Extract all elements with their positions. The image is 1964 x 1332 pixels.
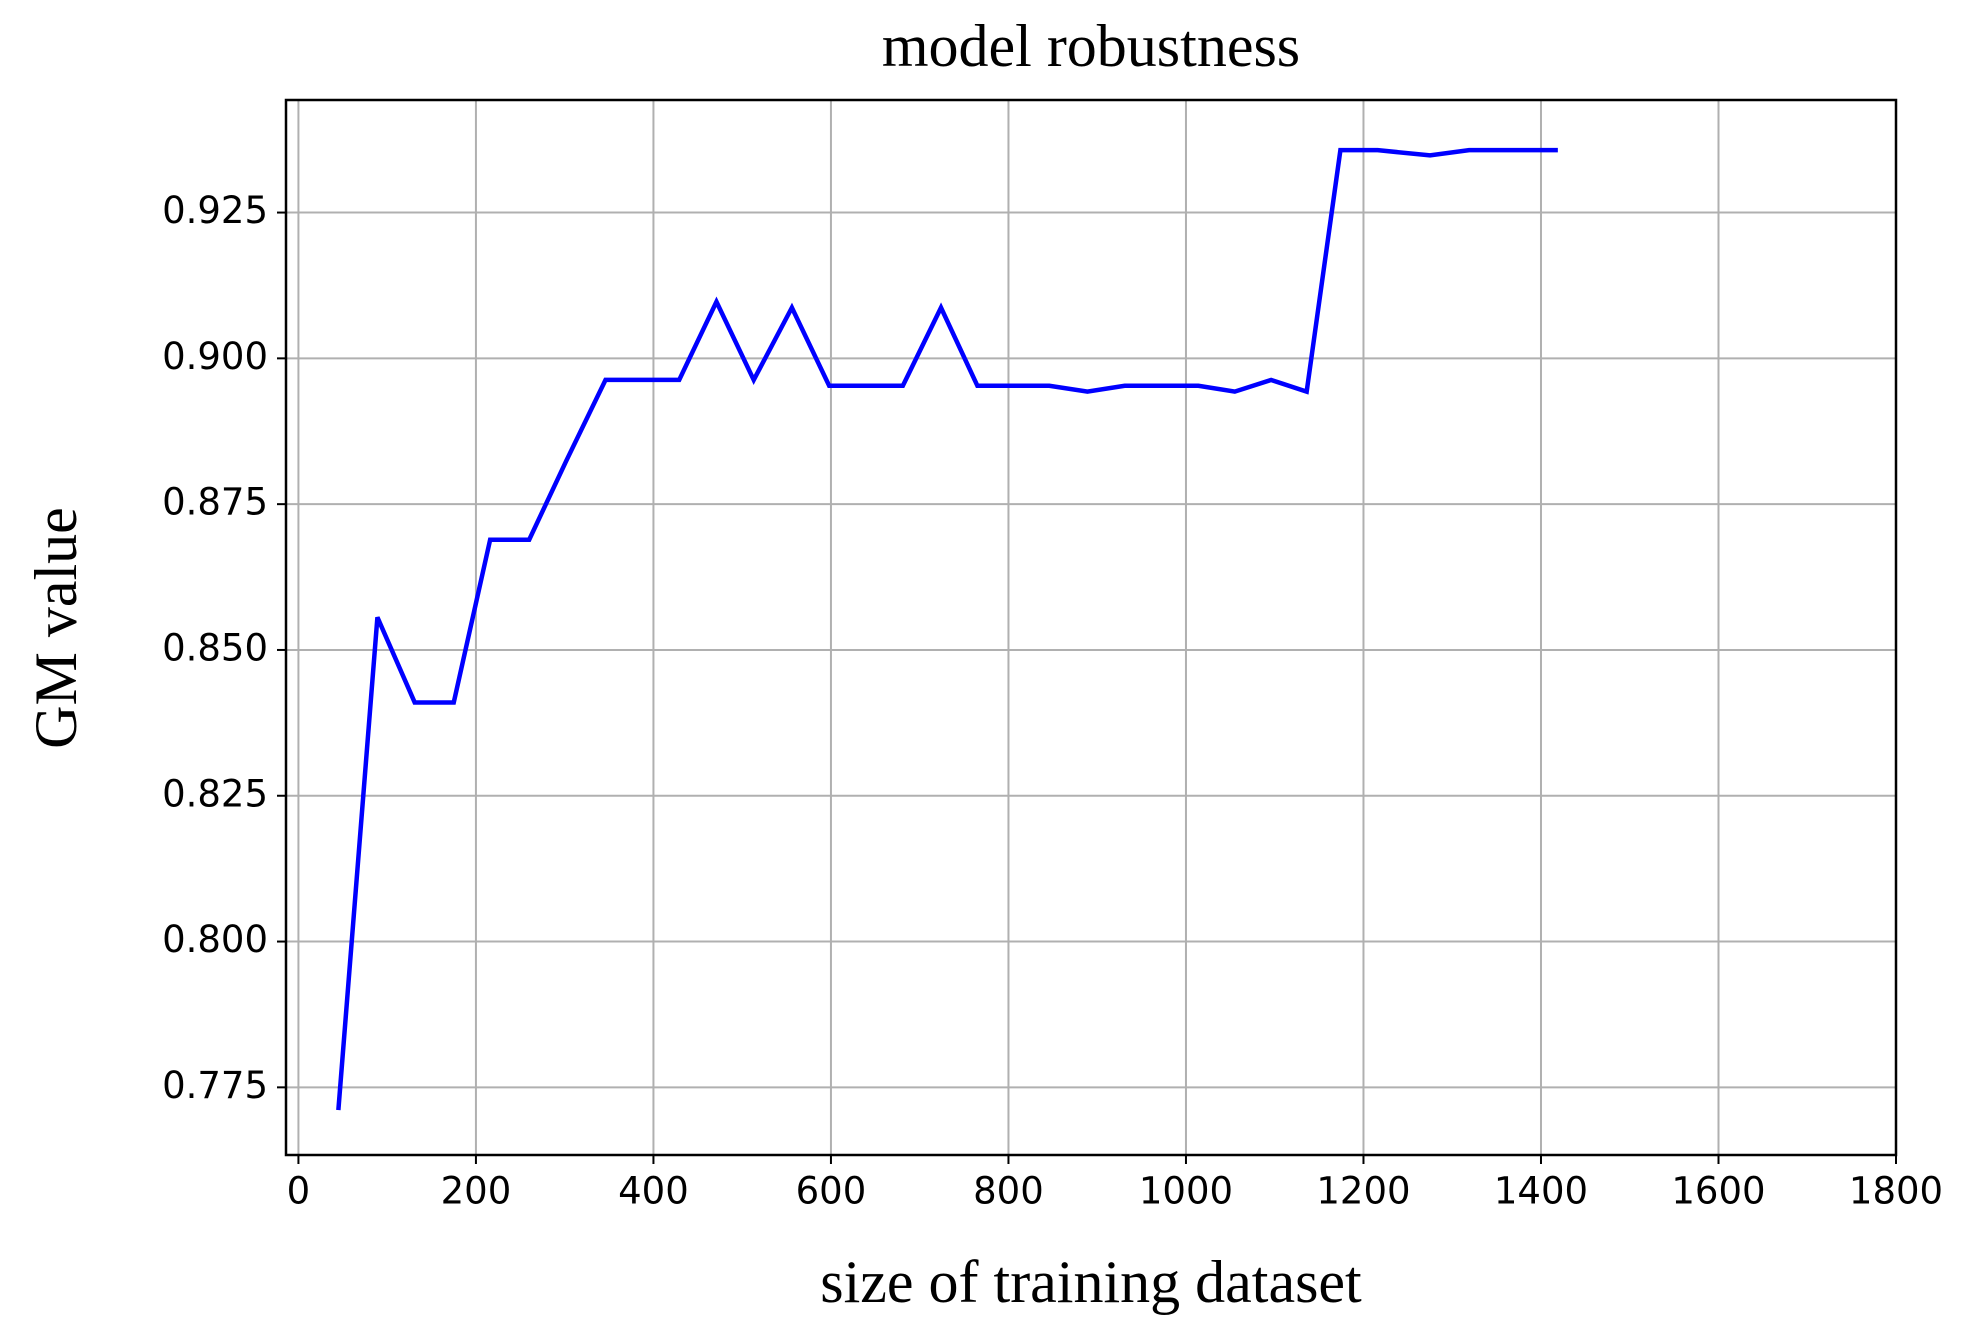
- x-tick-label: 800: [973, 1170, 1044, 1213]
- y-tick-label: 0.850: [162, 626, 268, 669]
- x-tick-label: 200: [441, 1170, 512, 1213]
- x-tick-label: 1200: [1316, 1170, 1410, 1213]
- x-tick-label: 400: [618, 1170, 689, 1213]
- plot-frame: [284, 98, 1898, 1157]
- y-tick-label: 0.825: [162, 772, 268, 815]
- x-tick-label: 1800: [1849, 1170, 1943, 1213]
- y-tick-label: 0.900: [162, 335, 268, 378]
- y-tick-label: 0.925: [162, 189, 268, 232]
- x-tick-label: 1400: [1494, 1170, 1588, 1213]
- x-tick-label: 1600: [1671, 1170, 1765, 1213]
- y-tick-label: 0.775: [162, 1064, 268, 1107]
- x-tick-label: 600: [796, 1170, 867, 1213]
- data-line: [336, 147, 1558, 1111]
- chart-title: model robustness: [882, 13, 1300, 79]
- x-axis-label: size of training dataset: [820, 1249, 1362, 1315]
- x-tick-label: 0: [287, 1170, 311, 1213]
- y-tick-label: 0.800: [162, 918, 268, 961]
- y-tick-label: 0.875: [162, 481, 268, 524]
- y-axis-label: GM value: [23, 507, 89, 749]
- x-tick-label: 1000: [1139, 1170, 1233, 1213]
